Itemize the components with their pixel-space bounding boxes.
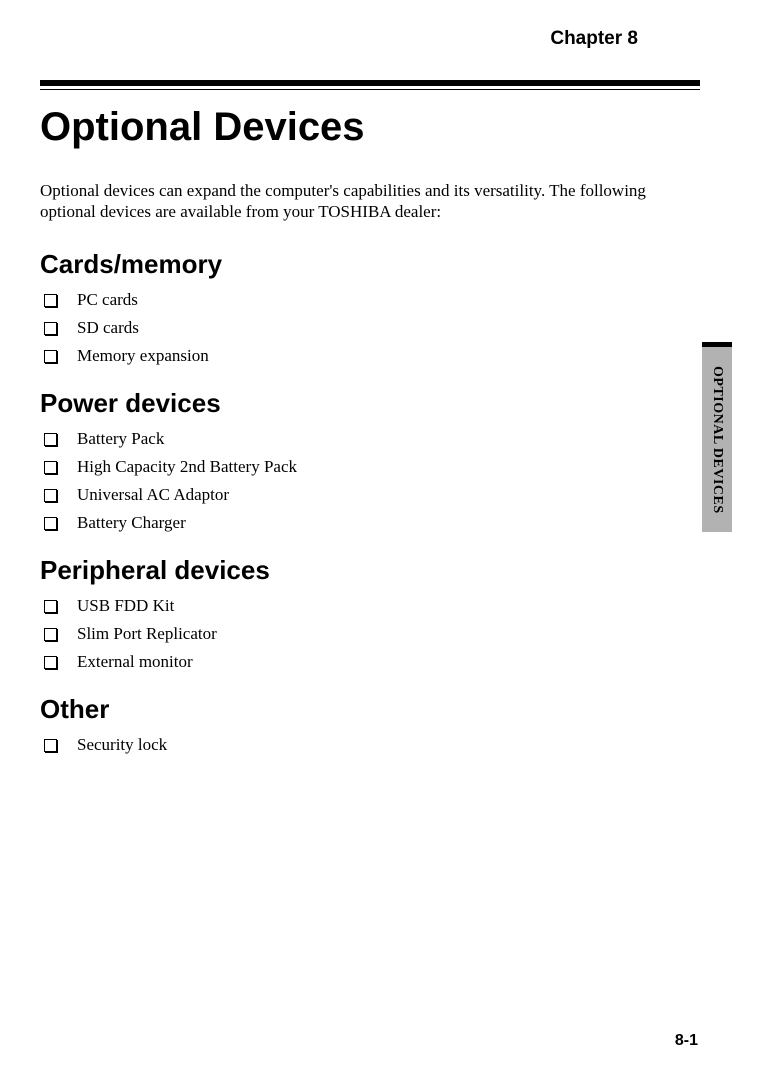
list-item-label: PC cards bbox=[77, 290, 138, 310]
checkbox-icon bbox=[44, 628, 57, 641]
checkbox-icon bbox=[44, 600, 57, 613]
list-item-label: SD cards bbox=[77, 318, 139, 338]
list-item-label: USB FDD Kit bbox=[77, 596, 174, 616]
checkbox-icon bbox=[44, 489, 57, 502]
list-item-label: Memory expansion bbox=[77, 346, 209, 366]
list-item-label: Security lock bbox=[77, 735, 167, 755]
side-tab-label: OPTIONAL DEVICES bbox=[709, 366, 725, 514]
list-item-label: Slim Port Replicator bbox=[77, 624, 217, 644]
checkbox-icon bbox=[44, 350, 57, 363]
list-item: USB FDD Kit bbox=[44, 596, 698, 616]
list-item-label: Battery Pack bbox=[77, 429, 164, 449]
section-title-peripheral: Peripheral devices bbox=[40, 555, 698, 586]
page-number: 8-1 bbox=[675, 1032, 698, 1050]
page-title: Optional Devices bbox=[40, 105, 698, 150]
list-item: External monitor bbox=[44, 652, 698, 672]
checkbox-icon bbox=[44, 656, 57, 669]
list-item: Universal AC Adaptor bbox=[44, 485, 698, 505]
checklist-power: Battery Pack High Capacity 2nd Battery P… bbox=[40, 429, 698, 533]
list-item-label: External monitor bbox=[77, 652, 193, 672]
checklist-cards: PC cards SD cards Memory expansion bbox=[40, 290, 698, 366]
list-item-label: Universal AC Adaptor bbox=[77, 485, 229, 505]
list-item: SD cards bbox=[44, 318, 698, 338]
title-rule bbox=[40, 80, 698, 90]
list-item: PC cards bbox=[44, 290, 698, 310]
checkbox-icon bbox=[44, 739, 57, 752]
list-item: Battery Pack bbox=[44, 429, 698, 449]
list-item: Battery Charger bbox=[44, 513, 698, 533]
checkbox-icon bbox=[44, 461, 57, 474]
chapter-label: Chapter 8 bbox=[40, 28, 698, 50]
list-item: Memory expansion bbox=[44, 346, 698, 366]
section-title-other: Other bbox=[40, 694, 698, 725]
side-tab: OPTIONAL DEVICES bbox=[702, 342, 732, 532]
list-item: High Capacity 2nd Battery Pack bbox=[44, 457, 698, 477]
intro-paragraph: Optional devices can expand the computer… bbox=[40, 180, 660, 223]
checklist-peripheral: USB FDD Kit Slim Port Replicator Externa… bbox=[40, 596, 698, 672]
list-item: Security lock bbox=[44, 735, 698, 755]
section-title-power: Power devices bbox=[40, 388, 698, 419]
checkbox-icon bbox=[44, 433, 57, 446]
checkbox-icon bbox=[44, 517, 57, 530]
checklist-other: Security lock bbox=[40, 735, 698, 755]
list-item: Slim Port Replicator bbox=[44, 624, 698, 644]
list-item-label: High Capacity 2nd Battery Pack bbox=[77, 457, 297, 477]
section-title-cards: Cards/memory bbox=[40, 249, 698, 280]
checkbox-icon bbox=[44, 322, 57, 335]
list-item-label: Battery Charger bbox=[77, 513, 186, 533]
checkbox-icon bbox=[44, 294, 57, 307]
